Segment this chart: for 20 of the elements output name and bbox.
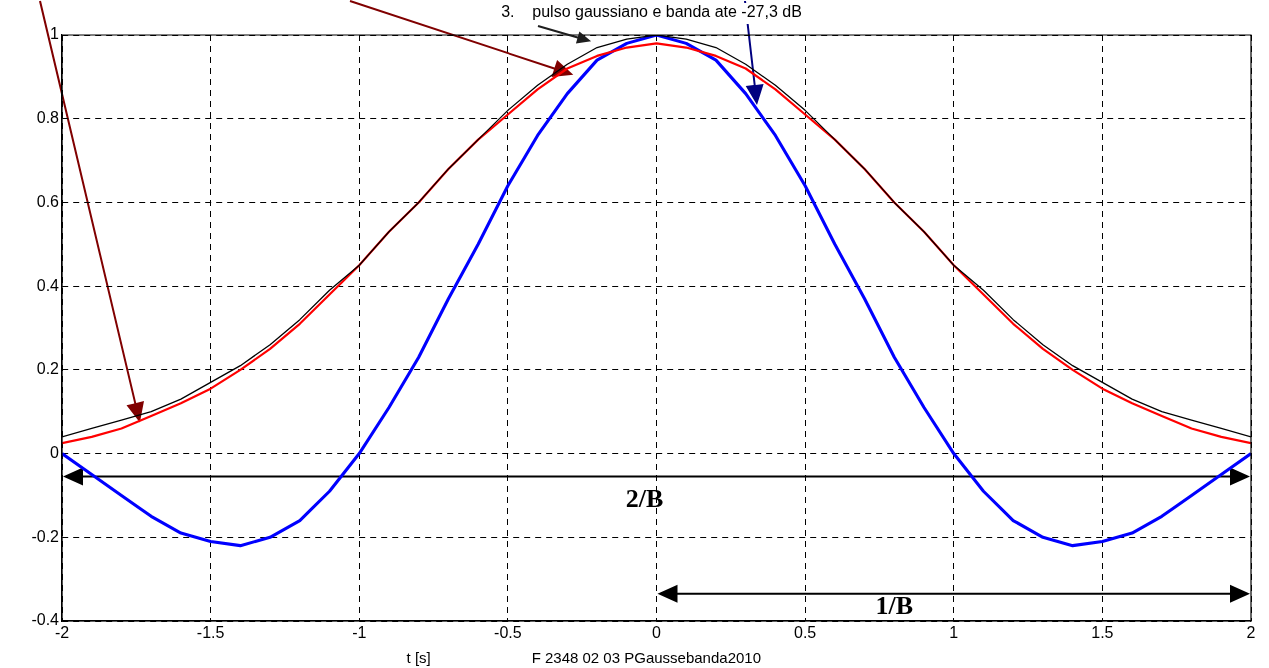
- x-axis-title: t [s]: [406, 648, 431, 666]
- x-tick-label: 0.5: [794, 624, 817, 642]
- x-tick-label: -1.5: [196, 624, 225, 642]
- y-tick-label: 0.6: [36, 192, 60, 210]
- y-tick-label: -0.2: [31, 527, 60, 545]
- y-tick-label: 0.2: [36, 360, 60, 378]
- x-tick-label: 0: [652, 624, 662, 642]
- x-tick-label: -0.5: [494, 624, 522, 642]
- chart-title: 3. pulso gaussiano e banda ate -27,3 dB: [501, 3, 802, 21]
- annotation: 2/B: [625, 483, 664, 513]
- y-tick-label: 0.4: [36, 276, 60, 294]
- text: F 2348 02 03 PGaussebanda2010: [531, 648, 762, 666]
- x-tick-label: -1: [352, 624, 367, 642]
- y-tick-label: 0: [50, 443, 60, 461]
- annotation: 1/B: [875, 590, 914, 620]
- y-tick-label: 1: [50, 25, 60, 43]
- x-tick-label: 1: [949, 624, 959, 642]
- y-tick-label: 0.8: [36, 109, 60, 127]
- x-tick-label: 1.5: [1091, 624, 1114, 642]
- x-tick-label: 2: [1246, 624, 1256, 642]
